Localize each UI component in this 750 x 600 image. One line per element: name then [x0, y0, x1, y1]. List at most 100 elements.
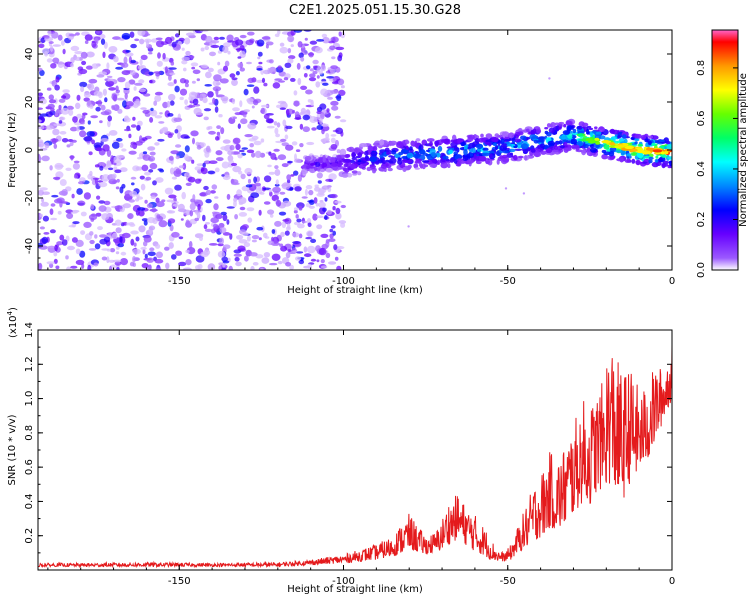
noise-blob: [215, 82, 221, 86]
noise-blob: [309, 40, 318, 45]
noise-blob: [305, 89, 313, 95]
noise-blob: [52, 128, 60, 136]
noise-blob: [79, 250, 86, 258]
signal-blob: [544, 127, 549, 130]
noise-blob: [321, 185, 330, 190]
signal-blob: [590, 147, 597, 153]
noise-blob: [330, 100, 339, 106]
noise-blob: [112, 36, 121, 40]
noise-blob: [88, 151, 93, 156]
noise-blob: [74, 51, 83, 55]
noise-blob: [183, 67, 187, 72]
noise-blob: [115, 85, 119, 92]
signal-blob: [475, 143, 484, 150]
noise-blob: [149, 162, 158, 170]
noise-blob: [61, 239, 68, 246]
noise-blob: [297, 77, 302, 86]
noise-blob: [208, 130, 216, 135]
noise-blob: [135, 236, 140, 242]
signal-blob: [421, 163, 426, 170]
signal-blob: [522, 148, 529, 155]
noise-blob: [302, 126, 310, 133]
signal-blob: [500, 143, 509, 148]
noise-blob: [196, 144, 202, 150]
noise-blob: [295, 256, 302, 261]
signal-blob: [376, 142, 381, 145]
noise-blob: [285, 108, 290, 116]
noise-blob: [333, 76, 337, 82]
signal-core: [609, 142, 616, 146]
signal-blob: [637, 143, 644, 147]
noise-blob: [116, 137, 123, 142]
noise-blob: [263, 232, 268, 238]
noise-dot: [504, 187, 508, 190]
snr-x-label: Height of straight line (km): [287, 584, 423, 595]
noise-blob: [335, 127, 344, 135]
noise-blob: [244, 167, 253, 175]
noise-blob: [340, 222, 346, 228]
noise-blob: [309, 68, 314, 72]
noise-blob: [199, 192, 207, 197]
colorbar-label: Normalized spectral amplitude: [738, 73, 749, 227]
colorbar-tick-label: 0.6: [696, 110, 707, 126]
noise-blob: [42, 215, 50, 222]
noise-blob: [235, 143, 241, 151]
signal-blob: [616, 140, 621, 144]
signal-blob: [387, 167, 393, 172]
signal-blob: [669, 160, 672, 167]
noise-blob: [277, 260, 283, 265]
noise-blob: [128, 79, 136, 85]
x-tick-label: -150: [168, 576, 191, 587]
noise-blob: [55, 76, 60, 83]
noise-blob: [184, 99, 189, 105]
signal-blob: [314, 165, 318, 172]
noise-blob: [278, 211, 287, 216]
signal-blob: [430, 152, 437, 157]
noise-blob: [251, 105, 255, 109]
noise-blob: [95, 212, 102, 217]
noise-blob: [287, 160, 293, 164]
signal-blob: [514, 138, 522, 143]
noise-blob: [167, 218, 176, 224]
noise-blob: [205, 35, 213, 44]
signal-core: [631, 148, 638, 152]
noise-blob: [79, 56, 83, 61]
noise-blob: [231, 98, 236, 105]
signal-blob: [514, 148, 523, 151]
noise-blob: [121, 32, 131, 40]
noise-blob: [72, 162, 80, 170]
signal-blob: [658, 139, 666, 143]
noise-blob: [277, 30, 281, 35]
snr-scale-prefix: (x10: [8, 315, 19, 338]
noise-blob: [155, 37, 163, 41]
noise-blob: [237, 56, 242, 59]
signal-blob: [344, 169, 350, 173]
noise-blob: [108, 87, 116, 91]
noise-blob: [57, 34, 63, 41]
noise-blob: [260, 267, 264, 270]
noise-blob: [168, 67, 177, 70]
noise-blob: [205, 71, 212, 79]
noise-blob: [222, 139, 231, 144]
noise-blob: [258, 209, 262, 216]
signal-core: [581, 138, 587, 142]
y-tick-label: 1.2: [24, 356, 35, 372]
noise-blob: [220, 127, 225, 135]
noise-blob: [335, 46, 345, 51]
noise-blob: [120, 258, 128, 266]
signal-blob: [563, 123, 567, 128]
signal-blob: [545, 148, 553, 154]
noise-blob: [47, 245, 56, 249]
signal-blob: [467, 134, 475, 140]
signal-blob: [494, 133, 500, 138]
noise-blob: [316, 110, 322, 115]
noise-blob: [269, 59, 274, 64]
signal-blob: [449, 157, 454, 163]
noise-blob: [151, 207, 157, 213]
noise-blob: [107, 78, 114, 82]
noise-blob: [140, 183, 146, 191]
signal-blob: [341, 173, 349, 178]
signal-blob: [476, 148, 481, 152]
noise-blob: [249, 252, 258, 257]
noise-blob: [49, 208, 54, 215]
